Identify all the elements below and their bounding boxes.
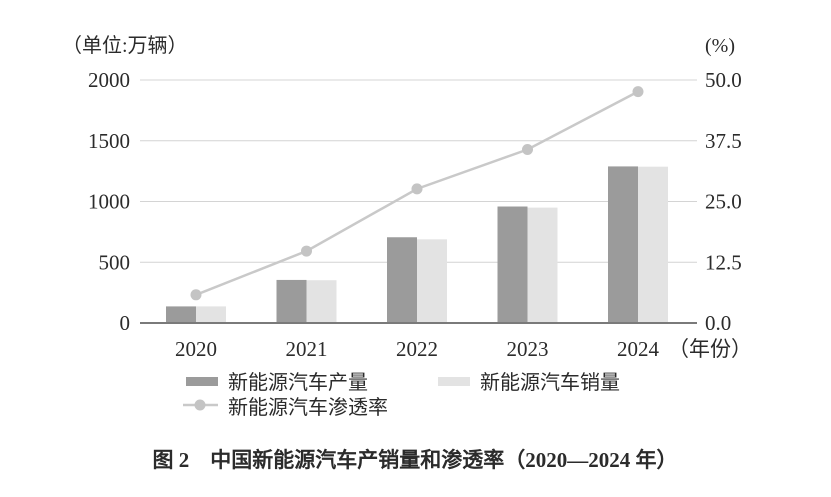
bar-production-2023 [497,206,528,323]
x-axis-tick-label: 2020 [175,337,217,361]
bar-sales-2024 [638,166,668,323]
left-axis-tick-label: 1000 [88,190,130,214]
point-penetration-2020 [190,289,202,301]
bar-sales-2020 [196,306,226,323]
legend-swatch-sales [438,377,470,386]
point-penetration-2024 [632,86,644,98]
x-axis-tick-label: 2024 [617,337,660,361]
legend-label-penetration: 新能源汽车渗透率 [228,396,388,419]
point-penetration-2021 [301,245,312,257]
bar-sales-2021 [306,280,337,323]
left-axis-tick-label: 1500 [88,129,130,153]
figure-caption: 图 2 中国新能源汽车产销量和渗透率（2020—2024 年） [153,448,678,472]
x-axis-tick-label: 2023 [507,337,549,361]
bar-production-2022 [387,237,417,323]
bar-production-2024 [608,166,638,323]
left-axis-unit-label: （单位:万辆） [62,34,188,57]
legend-swatch-penetration-dot [194,399,206,411]
point-penetration-2023 [522,143,533,155]
bar-production-2021 [276,279,307,323]
x-axis-unit-label: （年份） [668,337,752,361]
right-axis-tick-label: 50.0 [705,68,742,92]
x-axis-tick-label: 2022 [396,337,438,361]
bar-sales-2023 [527,207,558,323]
left-axis-tick-label: 500 [99,250,131,274]
bar-sales-2022 [417,239,447,323]
left-axis-tick-label: 2000 [88,68,130,92]
right-axis-tick-label: 25.0 [705,190,742,214]
right-axis-tick-label: 37.5 [705,129,742,153]
legend-label-production: 新能源汽车产量 [228,371,368,394]
legend-swatch-production [186,377,218,386]
x-axis-tick-label: 2021 [286,337,328,361]
chart-canvas: 0 500 1000 1500 2000 0.0 12.5 25.0 37.5 50.0 2020 2… [88,68,742,361]
left-axis-tick-label: 0 [120,311,131,335]
point-penetration-2022 [411,183,423,195]
legend-label-sales: 新能源汽车销量 [480,371,620,394]
right-axis-tick-label: 0.0 [705,311,731,335]
legend: 新能源汽车产量 新能源汽车销量 新能源汽车渗透率 [183,371,620,419]
right-axis-tick-label: 12.5 [705,250,742,274]
bar-production-2020 [166,306,196,323]
right-axis-unit-label: (%) [705,35,735,57]
